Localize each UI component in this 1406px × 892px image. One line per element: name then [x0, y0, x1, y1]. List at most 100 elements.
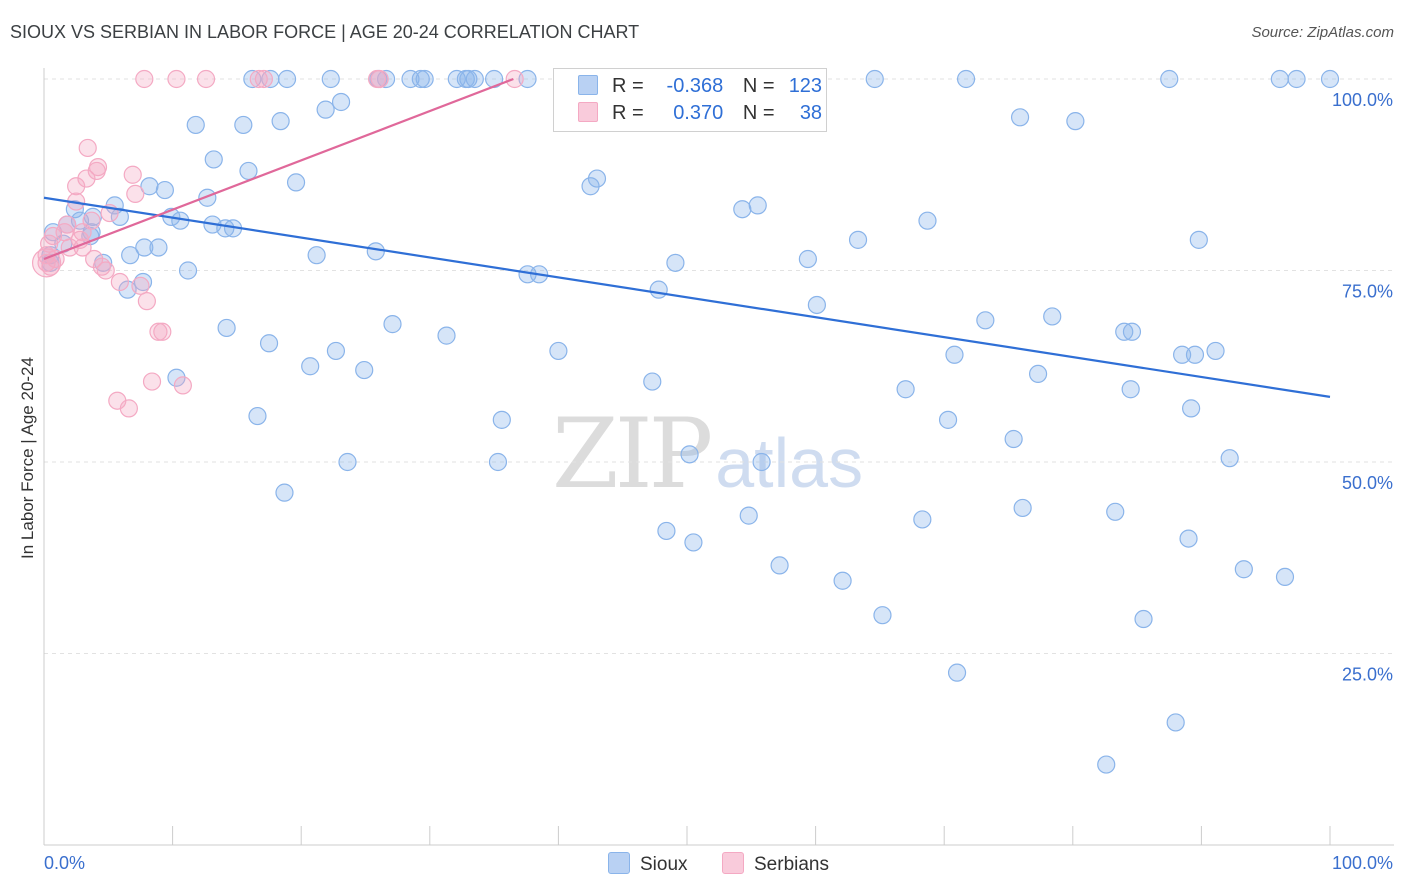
sioux-point [1134, 609, 1153, 629]
serbians-point [82, 211, 101, 230]
serbians-point [167, 69, 186, 89]
sioux-point [1173, 345, 1192, 364]
sioux-point [307, 246, 326, 265]
sioux-point [1185, 345, 1205, 364]
sioux-point [239, 161, 258, 181]
sioux-point [383, 315, 402, 334]
sioux-point [873, 606, 892, 625]
sioux-point [807, 295, 826, 315]
sioux-point [1287, 69, 1306, 89]
sioux-point [587, 169, 607, 188]
source-label: Source: ZipAtlas.com [1251, 24, 1394, 41]
sioux-trend-line [43, 196, 1331, 398]
sioux-point [1122, 322, 1142, 341]
sioux-point [411, 69, 430, 89]
sioux-point [896, 380, 915, 399]
sioux-point [338, 452, 357, 472]
serbians-point [110, 272, 129, 292]
sioux-point [355, 360, 374, 380]
sioux-point [1160, 69, 1179, 89]
sioux-r-value: -0.368 [666, 75, 724, 97]
sioux-point [945, 345, 964, 364]
serbians-point [88, 157, 108, 177]
sioux-point [121, 246, 140, 265]
serbians-point [153, 322, 172, 341]
sioux-point [748, 196, 767, 215]
sioux-point [833, 571, 852, 590]
sioux-point [848, 230, 868, 249]
y-tick-label: 50.0% [1342, 473, 1393, 493]
watermark-atlas: atlas [715, 424, 864, 502]
sioux-n-label: N = [742, 75, 775, 97]
serbians-point [137, 292, 156, 311]
serbians-point [142, 372, 162, 391]
x-tick-label: 0.0% [44, 853, 85, 873]
sioux-point [1097, 755, 1116, 774]
sioux-point [1028, 364, 1048, 384]
sioux-point [684, 533, 703, 552]
sioux-point [1320, 69, 1340, 89]
sioux-point [1004, 429, 1023, 449]
sioux-point [178, 261, 198, 280]
serbians-swatch [578, 102, 598, 122]
watermark: ZIPatlas [552, 398, 863, 510]
sioux-point [1121, 380, 1140, 399]
serbians-point [31, 248, 62, 278]
stats-legend: R = -0.368 N = 123 R = 0.370 N = 38 [553, 68, 827, 132]
sioux-point [271, 112, 290, 131]
sioux-point [956, 69, 976, 89]
serbians-point [85, 249, 104, 269]
sioux-point [234, 115, 253, 135]
sioux-n-value: 123 [788, 75, 823, 97]
serbians-r-value: 0.370 [673, 102, 724, 124]
legend-label-sioux: Sioux [640, 854, 688, 875]
sioux-point [459, 69, 478, 89]
serbians-point [126, 184, 145, 203]
serbians-legend-swatch [722, 852, 744, 874]
serbians-point [119, 399, 138, 418]
serbians-point [78, 138, 97, 158]
sioux-point [1010, 108, 1030, 127]
serbians-point [43, 226, 63, 246]
sioux-point [326, 341, 346, 361]
sioux-point [1179, 529, 1198, 548]
serbians-point [123, 165, 142, 184]
sioux-point [518, 69, 537, 89]
sioux-point [204, 150, 223, 169]
y-tick-label: 25.0% [1342, 665, 1393, 685]
serbians-point [131, 276, 150, 295]
serbians-point [173, 376, 192, 395]
sioux-point [1043, 307, 1062, 326]
y-tick-label: 100.0% [1332, 90, 1393, 110]
sioux-point [1013, 498, 1032, 518]
sioux-point [680, 445, 699, 464]
sioux-point [488, 452, 508, 472]
legend-item-sioux[interactable]: Sioux [608, 852, 688, 876]
serbians-point [249, 69, 268, 89]
sioux-point [277, 69, 297, 89]
sioux-point [1106, 502, 1125, 521]
sioux-point [643, 372, 662, 391]
sioux-swatch [578, 75, 598, 95]
sioux-point [1066, 112, 1085, 131]
sioux-point [366, 242, 385, 261]
sioux-point [752, 452, 771, 472]
sioux-point [415, 69, 434, 89]
serbians-r-label: R = [612, 102, 644, 124]
sioux-point [1220, 449, 1239, 468]
sioux-point [198, 188, 217, 207]
serbians-point [149, 322, 168, 341]
sioux-point [1182, 399, 1201, 418]
sioux-point [976, 311, 995, 330]
sioux-point [1166, 713, 1185, 732]
sioux-point [947, 663, 967, 682]
serbians-point [46, 249, 65, 269]
chart-title: SIOUX VS SERBIAN IN LABOR FORCE | AGE 20… [10, 22, 640, 42]
sioux-point [65, 200, 84, 219]
sioux-point [140, 177, 159, 196]
sioux-point [149, 238, 168, 257]
sioux-point [248, 406, 267, 426]
sioux-point [1189, 230, 1208, 249]
sioux-point [666, 253, 685, 272]
legend-item-serbians[interactable]: Serbians [722, 852, 829, 876]
